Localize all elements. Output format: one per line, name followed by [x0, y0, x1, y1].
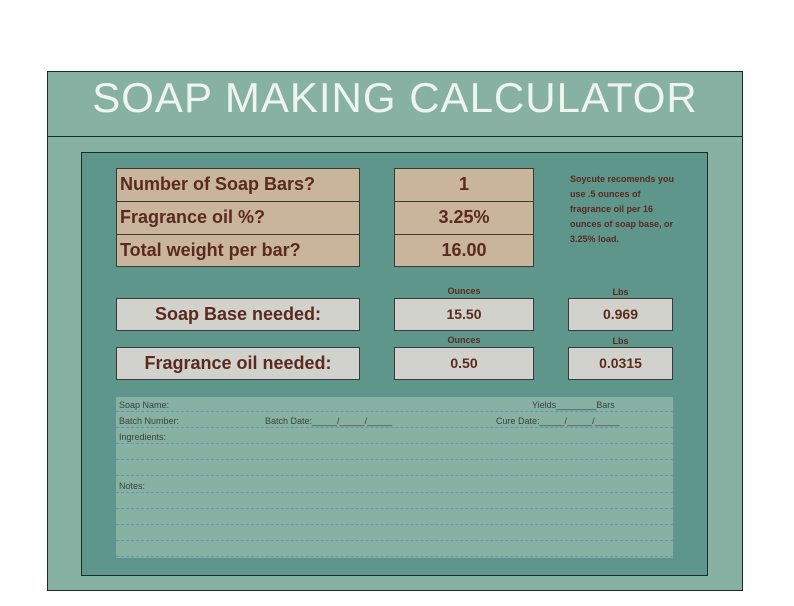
fragrance-oil-ounces: 0.50 — [394, 347, 534, 380]
bars-input[interactable]: 1 — [394, 168, 534, 202]
record-line — [116, 543, 673, 557]
title-bar — [47, 71, 743, 137]
cure-date-field[interactable]: Cure Date:_____/_____/_____ — [496, 416, 620, 426]
fragrance-percent-input[interactable]: 3.25% — [394, 201, 534, 235]
record-line — [116, 462, 673, 476]
record-line — [116, 511, 673, 525]
batch-date-field[interactable]: Batch Date:_____/_____/_____ — [265, 416, 393, 426]
record-line — [116, 430, 673, 444]
fragrance-percent-label: Fragrance oil %? — [116, 201, 360, 235]
soap-base-label: Soap Base needed: — [116, 298, 360, 331]
ounces-unit-label: Ounces — [447, 286, 481, 296]
lbs-unit-label: Lbs — [612, 287, 629, 297]
soap-base-lbs: 0.969 — [568, 298, 673, 331]
ounces-unit-label: Ounces — [447, 335, 481, 345]
record-line — [116, 495, 673, 509]
weight-label: Total weight per bar? — [116, 234, 360, 267]
record-line — [116, 398, 673, 412]
weight-input[interactable]: 16.00 — [394, 234, 534, 267]
ingredients-field[interactable]: Ingredients: — [119, 432, 167, 442]
batch-record — [116, 397, 673, 558]
soap-base-ounces: 15.50 — [394, 298, 534, 331]
record-line — [116, 479, 673, 493]
record-line — [116, 527, 673, 541]
record-line — [116, 446, 673, 460]
fragrance-oil-lbs: 0.0315 — [568, 347, 673, 380]
record-line — [116, 414, 673, 428]
bars-label: Number of Soap Bars? — [116, 168, 360, 202]
recommendation-note: Soycute recomends you use .5 ounces of f… — [570, 174, 675, 244]
page-title: SOAP MAKING CALCULATOR — [92, 74, 698, 121]
soap-name-field[interactable]: Soap Name: — [119, 400, 170, 410]
lbs-unit-label: Lbs — [612, 336, 629, 346]
batch-number-field[interactable]: Batch Number: — [119, 416, 180, 426]
yields-field[interactable]: Yields________Bars — [532, 400, 615, 410]
notes-field[interactable]: Notes: — [119, 481, 146, 491]
fragrance-oil-label: Fragrance oil needed: — [116, 347, 360, 380]
